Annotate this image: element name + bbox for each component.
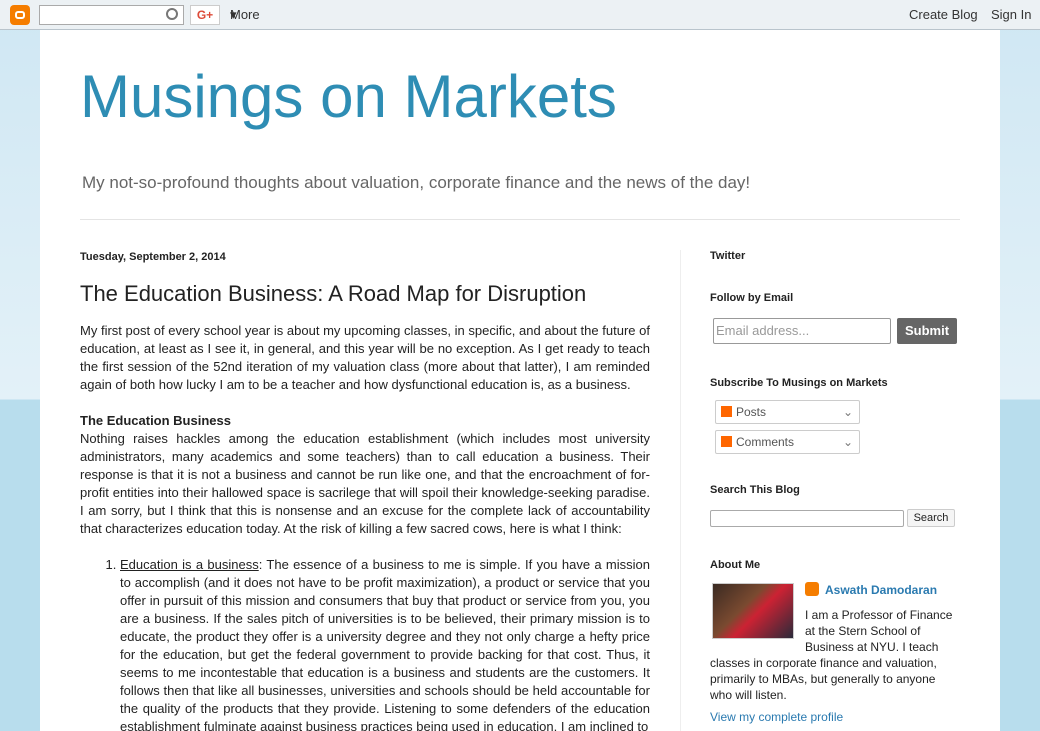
gplus-button[interactable]: G+: [190, 5, 220, 25]
search-icon[interactable]: [166, 8, 178, 20]
navbar: G+ More ▾ Create Blog Sign In: [0, 0, 1040, 30]
widget-heading: Subscribe To Musings on Markets: [710, 377, 888, 389]
bio-text: I am a Professor of Finance at the Stern…: [710, 608, 953, 702]
profile-link[interactable]: View my complete profile: [710, 710, 844, 724]
post-title[interactable]: The Education Business: A Road Map for D…: [80, 281, 587, 306]
post: Tuesday, September 2, 2014 The Education…: [80, 248, 650, 731]
more-menu[interactable]: More ▾: [230, 7, 260, 22]
sign-in-link[interactable]: Sign In: [991, 7, 1032, 22]
widget-heading: Search This Blog: [710, 484, 800, 496]
profile-bio: I am a Professor of Finance at the Stern…: [710, 607, 960, 703]
blogger-logo[interactable]: [10, 5, 30, 25]
widget-heading: Twitter: [710, 250, 746, 262]
dropdown-label[interactable]: Posts: [736, 405, 767, 419]
blog-title[interactable]: Musings on Markets: [80, 63, 617, 130]
search-button[interactable]: Search: [907, 509, 955, 527]
content: Musings on Markets My not-so-profound th…: [40, 30, 1000, 731]
post-date: Tuesday, September 2, 2014: [80, 251, 226, 263]
search-input[interactable]: [39, 5, 184, 25]
paragraph: My first post of every school year is ab…: [80, 323, 650, 392]
widget-heading: About Me: [710, 559, 761, 571]
section-heading: The Education Business: [80, 413, 231, 428]
more-label[interactable]: More: [230, 7, 260, 22]
profile-name[interactable]: Aswath Damodaran: [825, 583, 938, 597]
column-divider: [680, 250, 681, 731]
widget-heading: Follow by Email: [710, 292, 794, 304]
list: Education is a business: The essence of …: [80, 556, 650, 731]
list-item: Education is a business: The essence of …: [120, 556, 650, 731]
submit-button[interactable]: Submit: [897, 318, 957, 344]
blog-description: My not-so-profound thoughts about valuat…: [82, 173, 751, 192]
list-text: : The essence of a business to me is sim…: [120, 557, 650, 731]
create-blog-link[interactable]: Create Blog: [909, 7, 978, 22]
posts-dropdown[interactable]: Posts ⌄: [715, 400, 860, 424]
paragraph: Nothing raises hackles among the educati…: [80, 431, 650, 536]
divider: [80, 219, 960, 220]
profile-photo[interactable]: [712, 583, 794, 639]
dropdown-label[interactable]: Comments: [736, 435, 795, 449]
link[interactable]: Education is a business: [120, 557, 259, 572]
profile-name-row: Aswath Damodaran: [805, 582, 960, 598]
search-input[interactable]: [710, 510, 904, 527]
email-input[interactable]: Email address...: [713, 318, 891, 344]
comments-dropdown[interactable]: Comments ⌄: [715, 430, 860, 454]
